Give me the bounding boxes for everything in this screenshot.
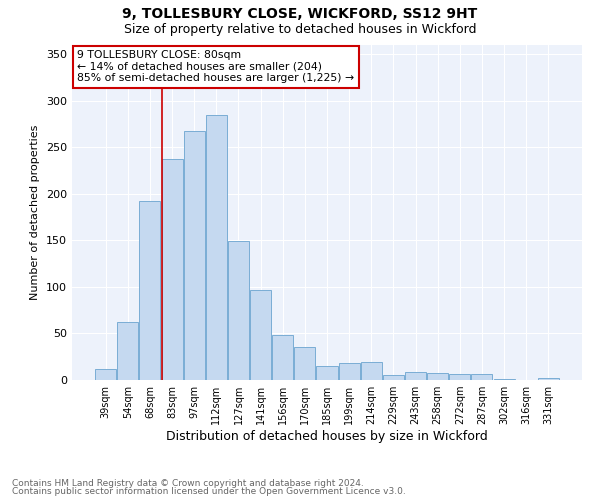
- Bar: [272, 336, 293, 380]
- Bar: [538, 378, 559, 380]
- Bar: [118, 322, 139, 380]
- Text: 9 TOLLESBURY CLOSE: 80sqm
← 14% of detached houses are smaller (204)
85% of semi: 9 TOLLESBURY CLOSE: 80sqm ← 14% of detac…: [77, 50, 354, 83]
- Y-axis label: Number of detached properties: Number of detached properties: [31, 125, 40, 300]
- Bar: [184, 130, 205, 380]
- Bar: [161, 158, 182, 380]
- Bar: [427, 372, 448, 380]
- Text: 9, TOLLESBURY CLOSE, WICKFORD, SS12 9HT: 9, TOLLESBURY CLOSE, WICKFORD, SS12 9HT: [122, 8, 478, 22]
- Text: Contains HM Land Registry data © Crown copyright and database right 2024.: Contains HM Land Registry data © Crown c…: [12, 478, 364, 488]
- Bar: [472, 374, 493, 380]
- Bar: [338, 363, 359, 380]
- Bar: [383, 376, 404, 380]
- Bar: [206, 115, 227, 380]
- Bar: [405, 372, 426, 380]
- X-axis label: Distribution of detached houses by size in Wickford: Distribution of detached houses by size …: [166, 430, 488, 443]
- Bar: [228, 242, 249, 380]
- Bar: [316, 366, 338, 380]
- Bar: [494, 379, 515, 380]
- Bar: [295, 348, 316, 380]
- Text: Size of property relative to detached houses in Wickford: Size of property relative to detached ho…: [124, 22, 476, 36]
- Bar: [449, 374, 470, 380]
- Bar: [95, 369, 116, 380]
- Bar: [250, 290, 271, 380]
- Bar: [139, 202, 160, 380]
- Text: Contains public sector information licensed under the Open Government Licence v3: Contains public sector information licen…: [12, 487, 406, 496]
- Bar: [361, 362, 382, 380]
